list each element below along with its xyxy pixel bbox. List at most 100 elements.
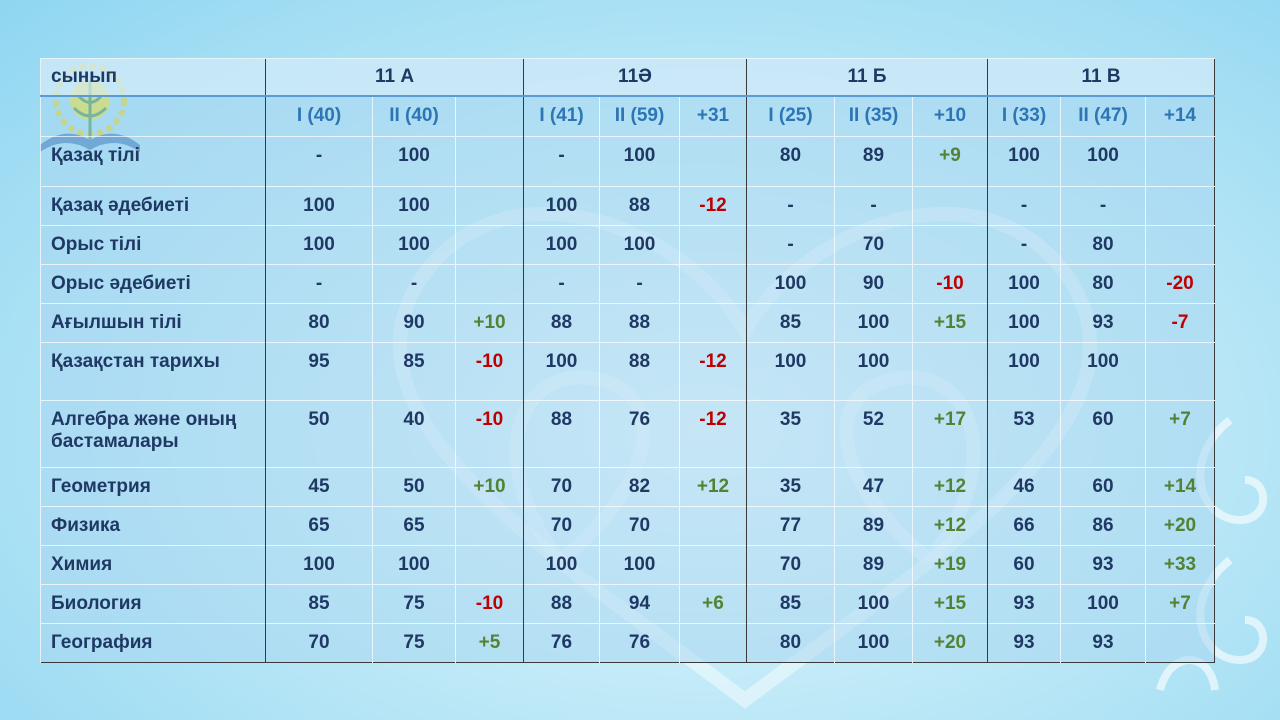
score-cell — [679, 545, 747, 585]
score-cell: 100 — [372, 136, 456, 187]
term-header: II (40) — [372, 94, 456, 137]
score-cell: 70 — [834, 225, 913, 265]
score-cell: - — [987, 186, 1061, 226]
score-cell: +7 — [1145, 584, 1215, 624]
score-cell: 100 — [599, 545, 680, 585]
score-cell: 80 — [1060, 225, 1146, 265]
score-cell: 75 — [372, 623, 456, 663]
score-cell: 60 — [987, 545, 1061, 585]
score-cell: 100 — [265, 225, 373, 265]
class-header: 11 В — [987, 58, 1215, 96]
score-cell: 76 — [523, 623, 600, 663]
score-cell: - — [1060, 186, 1146, 226]
subject-label: Химия — [40, 545, 266, 585]
score-cell — [679, 506, 747, 546]
score-cell: 70 — [523, 467, 600, 507]
score-cell: 76 — [599, 400, 680, 468]
table-row: Қазақ әдебиеті 100 100 100 88 -12- - - - — [40, 186, 1215, 226]
term-header: +10 — [912, 94, 988, 137]
score-cell — [912, 342, 988, 401]
score-cell: +12 — [679, 467, 747, 507]
subject-label: Ағылшын тілі — [40, 303, 266, 343]
score-cell: 35 — [746, 467, 835, 507]
score-cell: 53 — [987, 400, 1061, 468]
score-cell: 65 — [372, 506, 456, 546]
score-cell: -10 — [455, 584, 524, 624]
score-cell: -12 — [679, 342, 747, 401]
score-cell: 60 — [1060, 400, 1146, 468]
score-cell: - — [523, 136, 600, 187]
subject-label: Қазақ тілі — [40, 136, 266, 187]
score-cell: 100 — [599, 136, 680, 187]
score-cell: 86 — [1060, 506, 1146, 546]
score-cell: 89 — [834, 506, 913, 546]
class-header: 11 А — [265, 58, 524, 96]
score-cell — [455, 186, 524, 226]
score-cell — [912, 225, 988, 265]
score-cell: 47 — [834, 467, 913, 507]
score-cell: -10 — [912, 264, 988, 304]
table-row: Алгебра және оның бастамалары 50 40 -10 88 76… — [40, 400, 1215, 468]
table-row: Химия 100 100 100 100 70 89 +19 60 93 +33 — [40, 545, 1215, 585]
score-cell: 100 — [834, 623, 913, 663]
score-cell: 100 — [523, 225, 600, 265]
score-cell: 100 — [372, 225, 456, 265]
score-cell: 100 — [987, 342, 1061, 401]
score-cell: 80 — [1060, 264, 1146, 304]
score-cell: 90 — [372, 303, 456, 343]
score-cell: 100 — [987, 264, 1061, 304]
subject-label: Орыс әдебиеті — [40, 264, 266, 304]
table-row: Орыс әдебиеті - - - -100 90 -10 100 80 -20 — [40, 264, 1215, 304]
score-cell: 88 — [523, 303, 600, 343]
score-cell: +6 — [679, 584, 747, 624]
score-cell — [455, 136, 524, 187]
score-cell: -20 — [1145, 264, 1215, 304]
score-cell: - — [746, 225, 835, 265]
score-cell: +7 — [1145, 400, 1215, 468]
score-cell: 100 — [265, 186, 373, 226]
score-cell: 93 — [1060, 545, 1146, 585]
score-cell: 100 — [987, 136, 1061, 187]
score-cell — [455, 506, 524, 546]
score-cell: 65 — [265, 506, 373, 546]
subject-label: Геометрия — [40, 467, 266, 507]
score-cell: 70 — [746, 545, 835, 585]
score-cell: 100 — [834, 342, 913, 401]
score-cell: -7 — [1145, 303, 1215, 343]
score-cell: -10 — [455, 342, 524, 401]
score-cell: 100 — [372, 186, 456, 226]
score-cell: 66 — [987, 506, 1061, 546]
score-cell: +9 — [912, 136, 988, 187]
score-cell: 85 — [265, 584, 373, 624]
table-row: Қазақстан тарихы 95 85 -10 100 88 -12 100 100 100… — [40, 342, 1215, 401]
score-cell — [1145, 225, 1215, 265]
score-cell: -12 — [679, 186, 747, 226]
score-cell: 100 — [1060, 136, 1146, 187]
term-header: +31 — [679, 94, 747, 137]
score-cell: 88 — [523, 584, 600, 624]
score-cell: 100 — [523, 342, 600, 401]
table-row: Ағылшын тілі 80 90 +10 88 88 85 100 +15 100 93 -7 — [40, 303, 1215, 343]
subject-label: Физика — [40, 506, 266, 546]
score-cell: 85 — [372, 342, 456, 401]
score-cell: 100 — [372, 545, 456, 585]
score-cell: 100 — [746, 342, 835, 401]
score-cell: - — [834, 186, 913, 226]
score-cell — [679, 303, 747, 343]
term-header: I (41) — [523, 94, 600, 137]
term-header: II (47) — [1060, 94, 1146, 137]
score-cell: 100 — [523, 186, 600, 226]
score-cell: +12 — [912, 467, 988, 507]
score-cell — [455, 225, 524, 265]
score-cell: 100 — [1060, 342, 1146, 401]
score-cell — [1145, 342, 1215, 401]
score-cell: 95 — [265, 342, 373, 401]
score-cell: 100 — [987, 303, 1061, 343]
table-row: Физика 65 65 70 70 77 89 +12 66 86 +20 — [40, 506, 1215, 546]
term-header: I (25) — [746, 94, 835, 137]
score-cell: 93 — [987, 584, 1061, 624]
table-row: Биология 85 75 -10 88 94 +6 85 100 +15 93 100 +7 — [40, 584, 1215, 624]
score-cell — [1145, 186, 1215, 226]
